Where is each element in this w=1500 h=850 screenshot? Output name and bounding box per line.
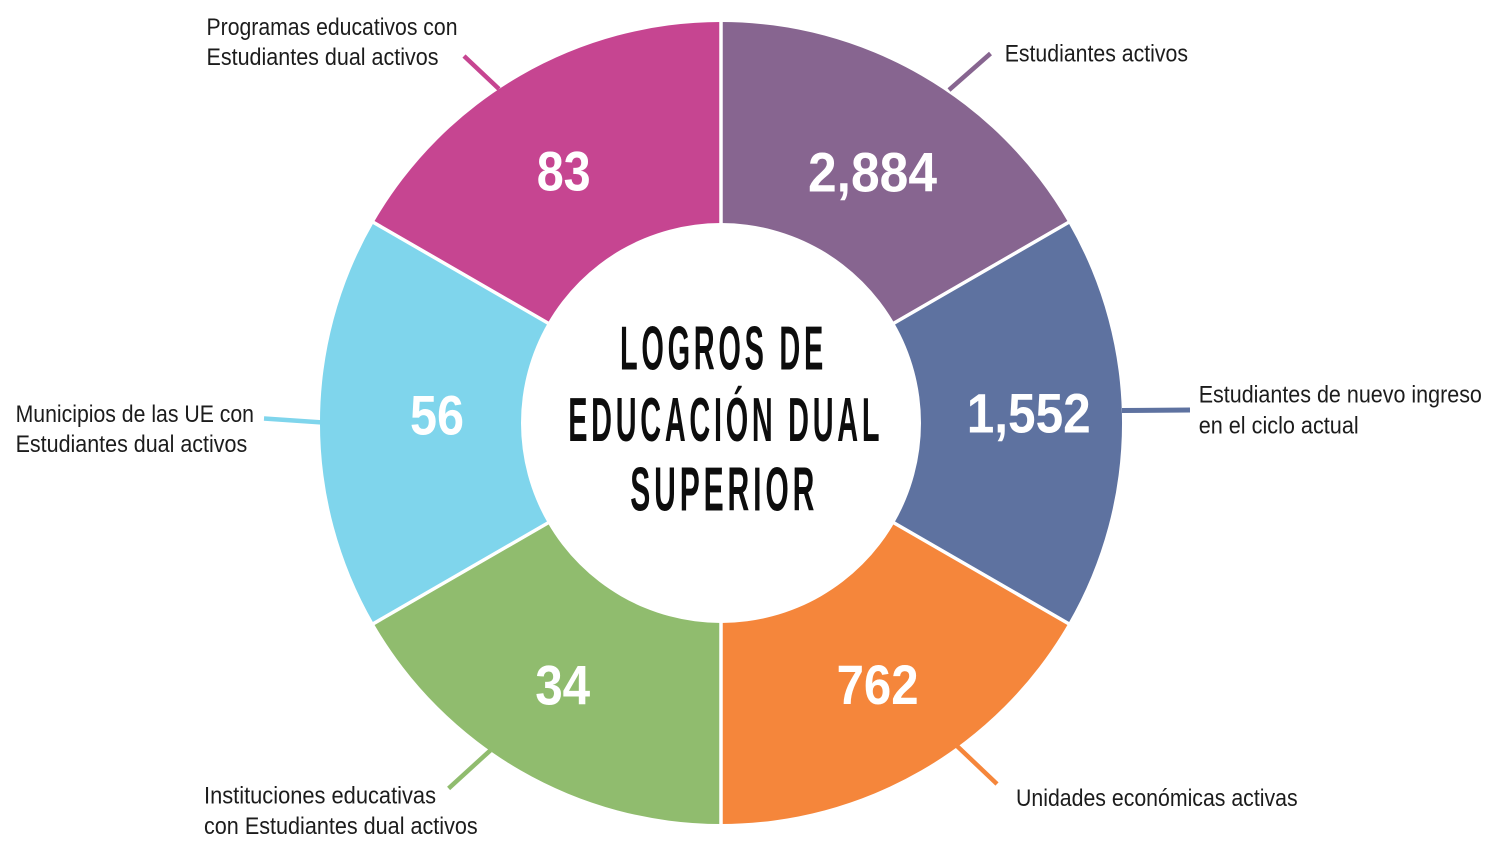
svg-text:Programas educativos con: Programas educativos con xyxy=(207,14,458,41)
svg-text:Municipios de las UE con: Municipios de las UE con xyxy=(16,401,254,428)
svg-text:34: 34 xyxy=(535,654,590,717)
svg-text:Instituciones educativas: Instituciones educativas xyxy=(204,783,436,810)
svg-text:1,552: 1,552 xyxy=(967,382,1091,445)
svg-text:Estudiantes de nuevo ingreso: Estudiantes de nuevo ingreso xyxy=(1199,382,1482,409)
svg-text:Estudiantes activos: Estudiantes activos xyxy=(1005,41,1188,68)
svg-text:83: 83 xyxy=(537,140,591,203)
svg-text:Unidades económicas activas: Unidades económicas activas xyxy=(1016,785,1298,812)
svg-text:en el ciclo actual: en el ciclo actual xyxy=(1199,412,1359,439)
svg-text:56: 56 xyxy=(410,384,464,447)
svg-text:Estudiantes dual activos: Estudiantes dual activos xyxy=(207,44,439,71)
svg-text:762: 762 xyxy=(837,653,919,716)
svg-text:Estudiantes dual activos: Estudiantes dual activos xyxy=(16,431,248,458)
svg-text:2,884: 2,884 xyxy=(808,140,937,203)
svg-text:EDUCACIÓN DUAL: EDUCACIÓN DUAL xyxy=(568,386,883,455)
svg-text:con Estudiantes dual activos: con Estudiantes dual activos xyxy=(204,813,478,840)
svg-text:LOGROS DE: LOGROS DE xyxy=(620,314,827,383)
svg-text:SUPERIOR: SUPERIOR xyxy=(630,455,818,524)
